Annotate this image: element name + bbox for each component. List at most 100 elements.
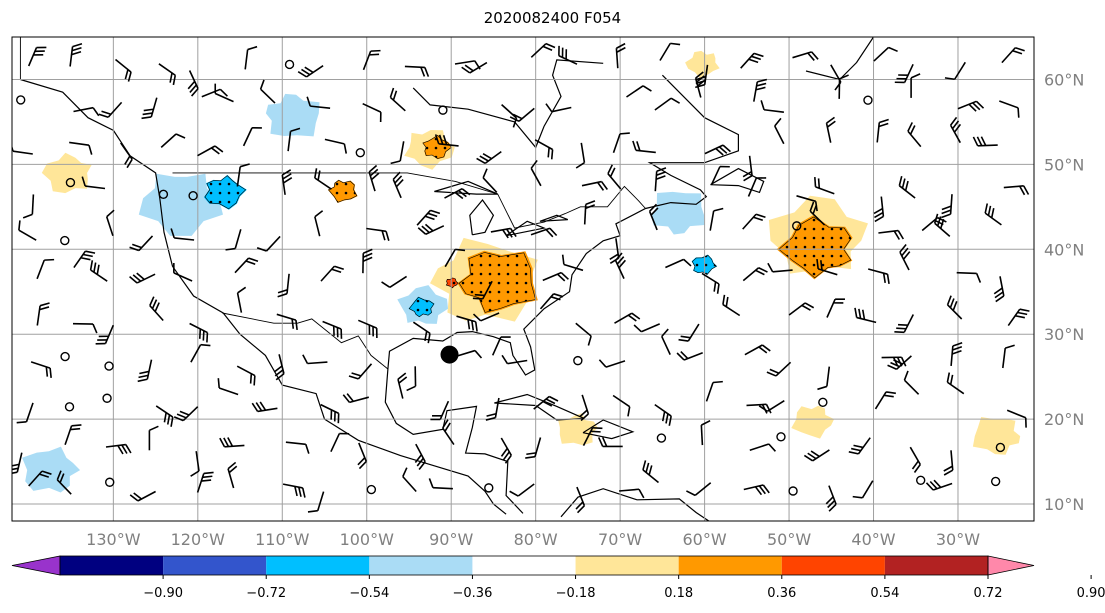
wind-barb (362, 102, 382, 123)
wind-barbs (12, 42, 1030, 514)
wind-barb (444, 248, 466, 268)
colorbar-segment (472, 556, 576, 575)
wind-barb (695, 64, 709, 89)
wind-barb (903, 370, 920, 395)
wind-barb (612, 394, 631, 417)
wind-barb (701, 272, 720, 294)
colorbar-tick-label: 0.90 (1077, 586, 1105, 601)
wind-barb (368, 164, 380, 192)
wind-barb (530, 159, 542, 187)
wind-barb (944, 61, 966, 81)
wind-barb (722, 294, 741, 317)
wind-barb (236, 365, 256, 386)
wind-barb (852, 480, 874, 499)
wind-barb (1001, 46, 1025, 64)
longitude-label: 80°W (514, 530, 558, 549)
wind-barb (114, 58, 132, 82)
wind-barb (742, 155, 753, 182)
wind-barb (619, 488, 645, 499)
wind-barb (417, 223, 445, 235)
wind-barb (357, 319, 378, 338)
wind-barb (217, 378, 239, 396)
anomaly-region (22, 446, 81, 493)
wind-barb (389, 87, 406, 112)
wind-barb (949, 116, 962, 144)
wind-barb (160, 133, 186, 148)
latitude-label: 60°N (1044, 70, 1084, 89)
colorbar-tick-label: −0.36 (453, 586, 493, 601)
wind-barb (234, 257, 259, 274)
wind-barb (455, 349, 483, 359)
wind-barb (1006, 409, 1027, 428)
colorbar-segment (60, 556, 164, 575)
wind-barb (941, 194, 953, 219)
anomaly-region (265, 93, 320, 137)
wind-barb (654, 403, 672, 426)
wind-barb (158, 63, 177, 86)
anomaly-region (41, 152, 92, 194)
wind-barb (69, 141, 93, 155)
gridlines (12, 37, 1034, 521)
calm-wind-circle (438, 105, 448, 115)
wind-barb (509, 107, 535, 122)
coastline (582, 419, 635, 440)
wind-barb (534, 139, 554, 160)
wind-barb (825, 485, 837, 512)
wind-barb (30, 361, 52, 378)
border-line (172, 172, 646, 229)
wind-barb (362, 248, 373, 274)
wind-barb (742, 213, 766, 230)
wind-barb (306, 96, 331, 109)
calm-wind-circle (995, 442, 1006, 453)
latitude-labels: 60°N 50°N 40°N 30°N 20°N 10°N (1044, 70, 1084, 514)
wind-barb (609, 238, 620, 264)
wind-barb (196, 471, 214, 493)
wind-barb (404, 65, 430, 77)
wind-barb (899, 244, 911, 271)
wind-barb (854, 307, 877, 324)
wind-barb (281, 169, 293, 195)
wind-barb (430, 400, 450, 421)
calm-wind-circle (16, 95, 26, 105)
coastline (412, 59, 604, 149)
wind-barb (943, 450, 954, 476)
wind-barb (925, 479, 953, 491)
wind-barb (348, 363, 373, 380)
wind-barb (894, 314, 915, 334)
longitude-label: 40°W (851, 530, 895, 549)
wind-barb (816, 258, 838, 276)
longitude-label: 120°W (171, 530, 226, 549)
colorbar-extend-low (11, 555, 61, 576)
colorbar: −0.90 −0.72 −0.54 −0.36 −0.18 0.18 0.36 0.54 0.7… (11, 555, 1105, 601)
wind-barb (73, 106, 100, 117)
significance-stipple (408, 296, 435, 318)
longitude-label: 70°W (598, 530, 642, 549)
wind-barb (129, 272, 156, 284)
map-title: 2020082400 F054 (483, 9, 622, 27)
wind-barb (456, 315, 478, 332)
wind-barb (412, 321, 431, 344)
colorbar-segment (575, 556, 679, 575)
wind-barb (710, 165, 730, 186)
wind-barb (825, 116, 836, 143)
wind-barb (1007, 308, 1030, 327)
map-frame (11, 36, 1035, 522)
wind-barb (190, 343, 211, 363)
anomaly-region (651, 191, 705, 235)
wind-barb (491, 336, 511, 356)
wind-barb (72, 322, 98, 334)
calm-wind-circle (776, 432, 786, 442)
wind-barb (406, 366, 417, 392)
wind-barb (324, 138, 348, 154)
wind-barb (273, 354, 285, 381)
calm-wind-circle (104, 361, 114, 371)
wind-barb (788, 302, 815, 316)
colorbar-tick-label: −0.72 (246, 586, 286, 601)
wind-barb (342, 393, 370, 404)
wind-barb (314, 210, 324, 237)
wind-barb (957, 100, 985, 112)
wind-barb (219, 437, 245, 448)
wind-barb (225, 229, 242, 251)
calm-wind-circle (65, 177, 76, 188)
calm-wind-circle (105, 477, 115, 487)
